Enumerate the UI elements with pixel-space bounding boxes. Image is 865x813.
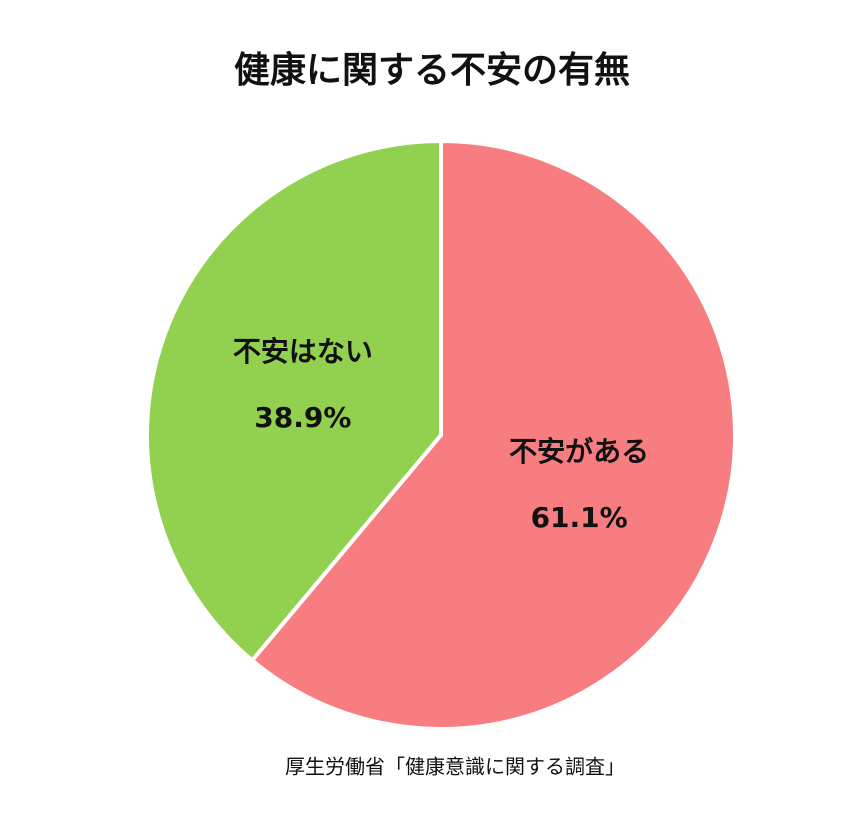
- pie-slice: [249, 138, 737, 731]
- slice-label: 不安はない: [233, 335, 373, 368]
- value-label: 61.1%: [531, 501, 628, 534]
- slice-label: 不安がある: [509, 435, 649, 468]
- chart-title: 健康に関する不安の有無: [234, 49, 630, 91]
- value-label: 38.9%: [254, 401, 351, 434]
- pie-slice: [145, 138, 443, 664]
- source-note: 厚生労働省「健康意識に関する調査」: [285, 755, 625, 779]
